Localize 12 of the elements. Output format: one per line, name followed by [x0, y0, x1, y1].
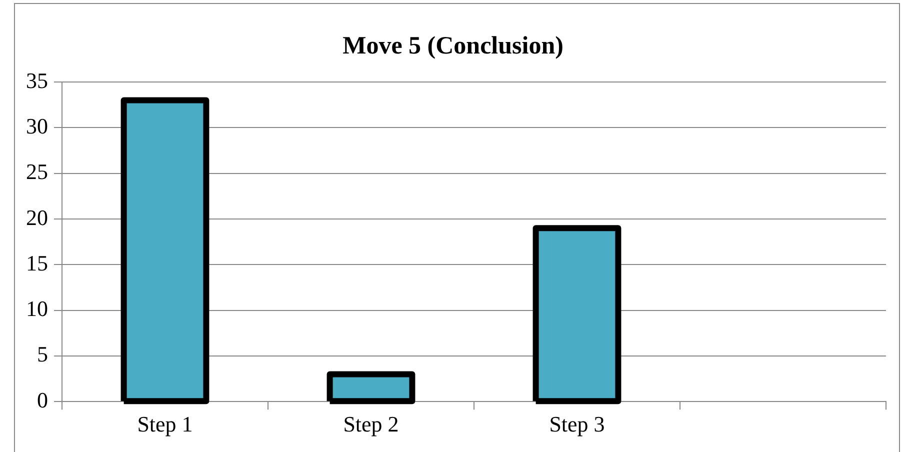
x-tick-label: Step 3 [549, 412, 605, 437]
y-tick-label: 25 [26, 159, 48, 184]
y-tick-label: 0 [37, 387, 48, 412]
y-tick-label: 10 [26, 296, 48, 322]
y-tick-label: 20 [26, 204, 48, 230]
chart-title: Move 5 (Conclusion) [342, 32, 564, 60]
y-tick-label: 15 [26, 250, 48, 276]
y-tick-label: 30 [26, 113, 48, 138]
x-tick-label: Step 1 [137, 412, 193, 437]
y-tick-label: 35 [26, 68, 48, 93]
y-tick-label: 5 [37, 342, 48, 367]
x-tick-label: Step 2 [343, 412, 399, 437]
